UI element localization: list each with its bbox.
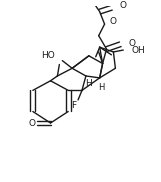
Text: O: O (119, 1, 126, 10)
Text: H: H (85, 79, 92, 88)
Text: O: O (109, 17, 117, 26)
Text: F: F (71, 101, 77, 110)
Text: HO: HO (41, 51, 54, 60)
Text: OH: OH (131, 46, 145, 55)
Text: O: O (128, 39, 135, 48)
Text: O: O (28, 118, 35, 128)
Text: H: H (98, 83, 105, 92)
